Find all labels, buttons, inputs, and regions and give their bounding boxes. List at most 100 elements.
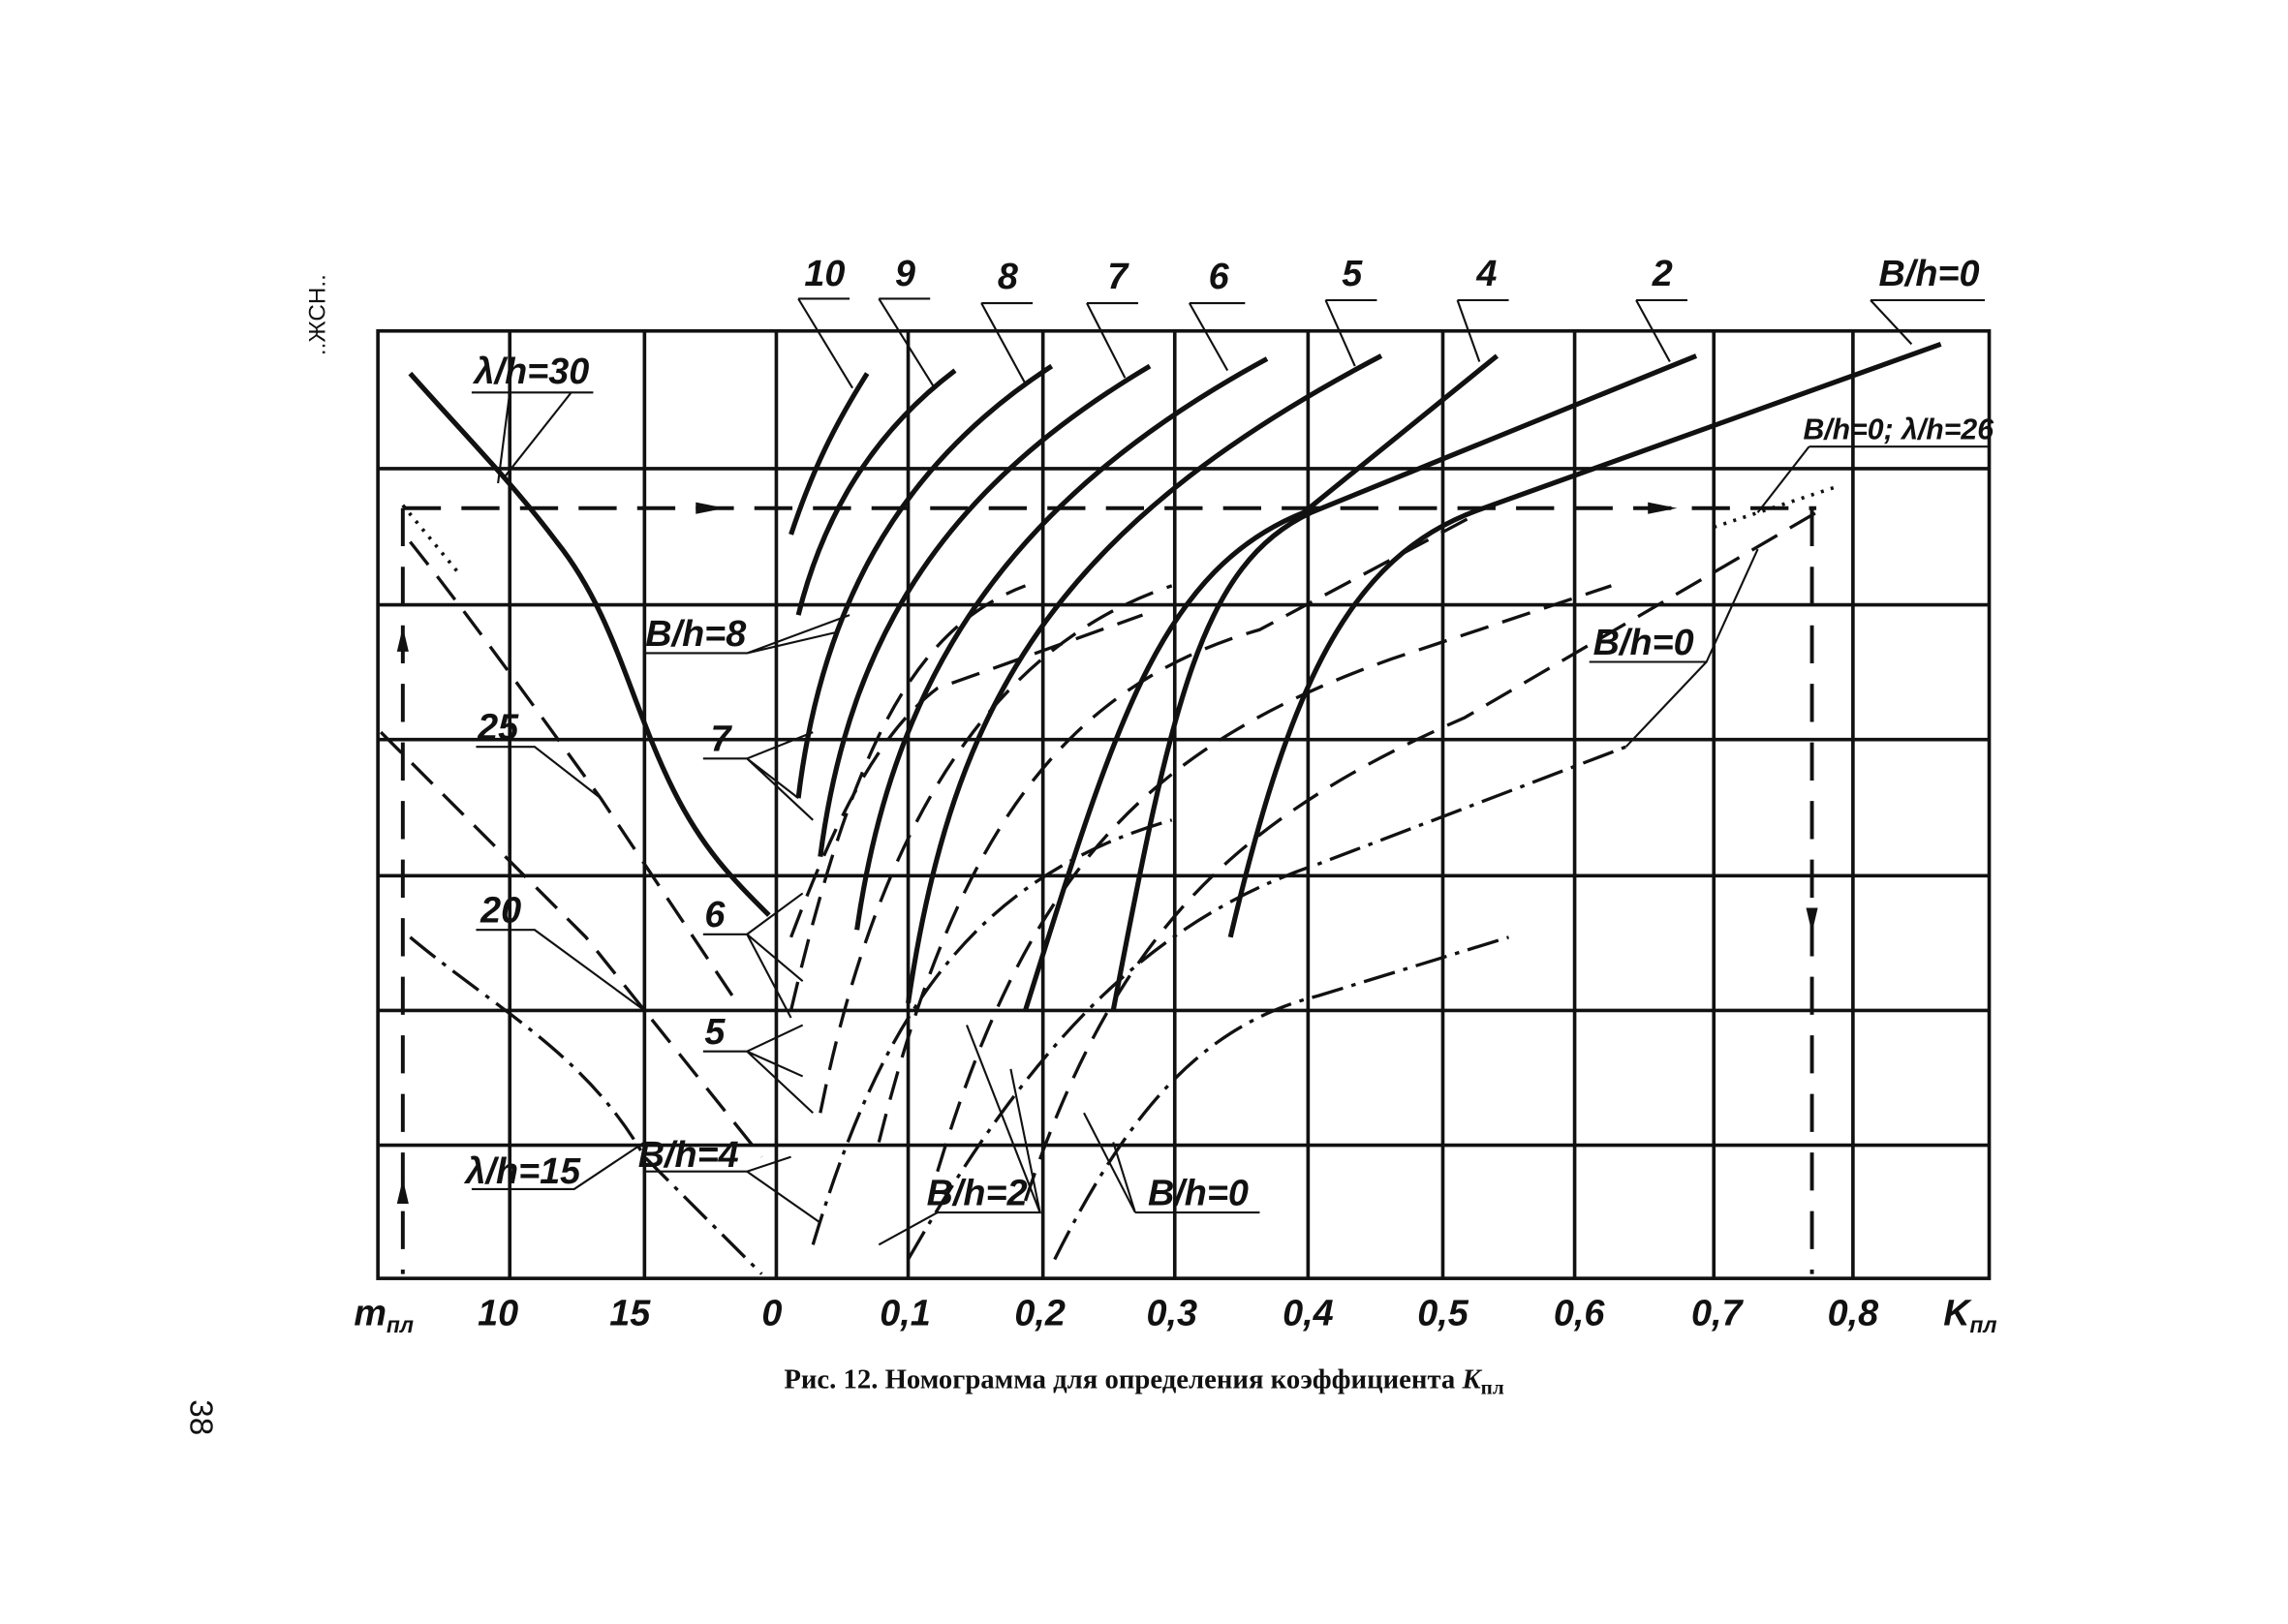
curve-label: 20 — [479, 891, 521, 932]
axis-label: 0,7 — [1691, 1294, 1745, 1334]
curve — [818, 363, 1152, 857]
curve — [1023, 353, 1500, 1012]
curve-label: λ/h=30 — [473, 352, 590, 392]
curve-label: 5 — [704, 1012, 726, 1053]
leader — [1756, 445, 1990, 513]
leader — [471, 391, 594, 484]
curve-number: 9 — [895, 254, 915, 294]
axis-label: 10 — [478, 1294, 518, 1334]
curve — [795, 368, 957, 616]
curve — [854, 356, 1269, 931]
grid — [376, 328, 1992, 1280]
curve — [408, 371, 771, 917]
curve-label: 25 — [477, 708, 519, 749]
curve — [811, 818, 1173, 1245]
axis-symbol-letter: m — [354, 1294, 386, 1334]
axis-label: 0,6 — [1554, 1294, 1606, 1334]
arrow — [696, 502, 726, 514]
arrow — [396, 627, 409, 652]
leader — [797, 297, 853, 389]
leader — [878, 1025, 1042, 1246]
curve — [795, 363, 1054, 799]
curve-number: 8 — [998, 257, 1018, 297]
curve — [379, 730, 763, 1158]
curve-number: 7 — [1107, 257, 1129, 297]
leader — [1188, 301, 1246, 372]
curve — [788, 584, 1027, 1011]
leader — [1324, 298, 1377, 367]
axis-symbol-subscript: пл — [1970, 1312, 1997, 1337]
leader — [702, 1024, 814, 1115]
leader — [1086, 301, 1138, 379]
axis-label: 0,1 — [880, 1294, 931, 1334]
axis-symbol: mпл — [354, 1294, 414, 1338]
leader — [1456, 298, 1509, 362]
curve — [788, 372, 870, 536]
curve-label: 7 — [710, 720, 732, 760]
leader — [1589, 548, 1759, 748]
curve-label: B/h=8 — [645, 614, 746, 655]
curve-number: 4 — [1475, 254, 1497, 294]
axis-label: 0,5 — [1417, 1294, 1469, 1334]
leader — [1083, 1112, 1260, 1214]
leader — [476, 929, 645, 1012]
curve-label: B/h=0; λ/h=26 — [1803, 414, 1994, 446]
curve — [1110, 353, 1698, 1011]
leader — [476, 746, 602, 799]
leader — [1635, 298, 1688, 363]
curve — [905, 353, 1383, 1004]
curve — [1713, 484, 1840, 530]
leader — [1870, 298, 1985, 346]
leader — [702, 892, 804, 1019]
leaders — [471, 297, 1990, 1246]
axis-label: 0 — [761, 1294, 782, 1334]
page-number: 38 — [183, 1399, 219, 1435]
header-mark: ..ЖСН.. — [305, 274, 331, 355]
curve — [819, 584, 1173, 1114]
caption-subscript: пл — [1481, 1376, 1504, 1399]
curve-label: λ/h=15 — [463, 1151, 581, 1192]
caption-text: Рис. 12. Номограмма для определения коэф… — [784, 1364, 1455, 1395]
axis-symbol-letter: K — [1943, 1294, 1972, 1334]
curve-label: B/h=2 — [927, 1174, 1028, 1214]
leader — [702, 731, 814, 821]
curve — [409, 935, 763, 1275]
curve-number: 2 — [1652, 254, 1673, 294]
caption-symbol: K — [1461, 1364, 1482, 1395]
curve — [1023, 510, 1817, 1202]
dashed-curves — [379, 484, 1840, 1275]
leader — [878, 297, 936, 389]
curve — [1053, 935, 1510, 1261]
axis-label: 0,3 — [1146, 1294, 1197, 1334]
axis-symbol: Kпл — [1943, 1294, 1996, 1338]
curve-label: B/h=0 — [1148, 1174, 1249, 1214]
curve — [1227, 341, 1942, 938]
axis-label: 0,8 — [1828, 1294, 1879, 1334]
arrow — [1806, 907, 1818, 934]
axis-label: 0,4 — [1283, 1294, 1334, 1334]
curve-number: B/h=0 — [1879, 254, 1980, 294]
curve-number: 10 — [804, 254, 845, 294]
curve-label: B/h=4 — [638, 1135, 739, 1176]
arrow — [396, 1179, 409, 1205]
arrow — [1648, 502, 1678, 514]
leader — [980, 301, 1034, 384]
axis-label: 15 — [609, 1294, 651, 1334]
caption: Рис. 12. Номограмма для определения коэф… — [784, 1364, 1504, 1399]
leader — [644, 1155, 821, 1224]
curve — [789, 613, 1144, 938]
curve — [401, 504, 459, 572]
axis-label: 0,2 — [1014, 1294, 1066, 1334]
key-lines — [396, 502, 1818, 1274]
solid-curves — [408, 341, 1942, 1012]
axis-symbol-subscript: пл — [386, 1312, 414, 1337]
curve — [877, 510, 1481, 1143]
curve — [409, 540, 734, 997]
curve-label: 6 — [704, 895, 726, 935]
curve-number: 5 — [1342, 254, 1363, 294]
curve — [936, 584, 1612, 1173]
leader — [644, 614, 850, 655]
curve-number: 6 — [1209, 257, 1230, 297]
